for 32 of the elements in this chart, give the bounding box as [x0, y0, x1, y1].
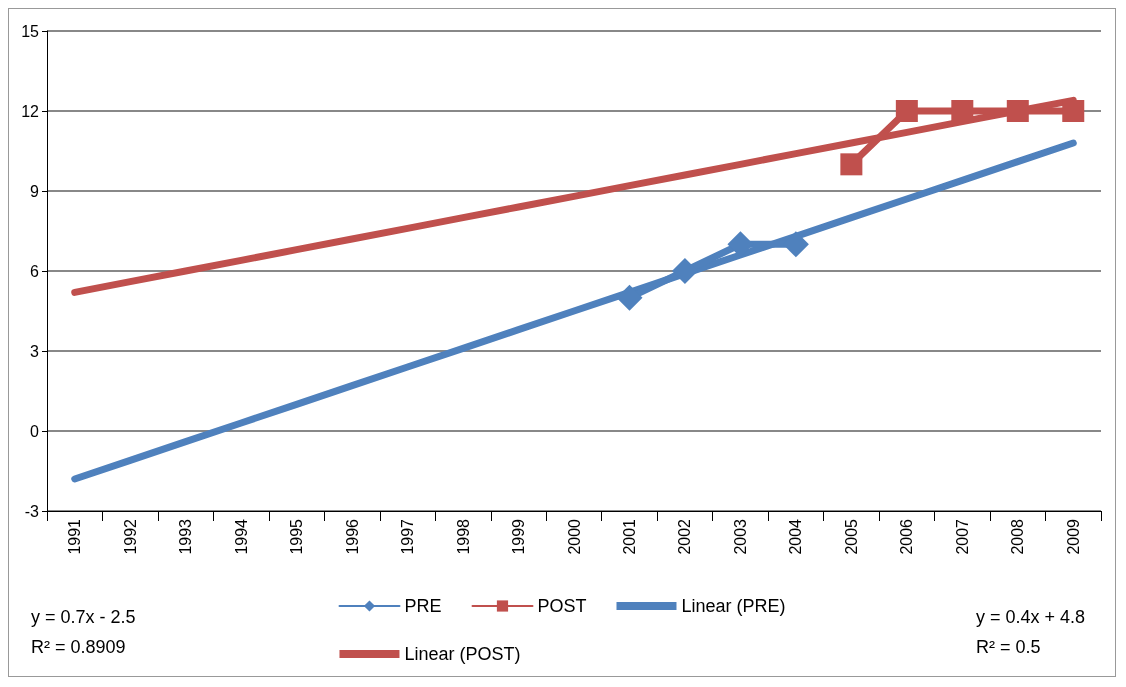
x-tick-label: 2002 [676, 518, 694, 555]
y-tick-label: 0 [30, 422, 40, 440]
x-tick-label: 2009 [1064, 518, 1082, 555]
y-tick-label: 15 [21, 22, 40, 40]
legend-label: POST [537, 596, 587, 616]
x-tick-label: 2000 [565, 518, 583, 555]
y-tick-label: 6 [30, 262, 40, 280]
text: y = 0.7x - 2.5 R² = 0.8909 [31, 607, 136, 657]
x-tick-label: 2001 [620, 518, 638, 555]
y-tick-label: 9 [30, 182, 40, 200]
x-tick-label: 1997 [399, 518, 417, 555]
x-tick-label: 2007 [953, 518, 971, 555]
x-tick-label: 2005 [842, 518, 860, 555]
text: y = 0.4x + 4.8 R² = 0.5 [975, 607, 1086, 657]
x-tick-label: 1994 [232, 518, 250, 555]
x-tick-label: 2003 [731, 518, 749, 555]
x-tick-label: 2006 [898, 518, 916, 555]
legend-label: Linear (POST) [404, 644, 521, 664]
legend-label: Linear (PRE) [681, 596, 786, 616]
x-tick-label: 1992 [121, 518, 139, 555]
legend-label: PRE [404, 596, 442, 616]
x-tick-label: 1995 [288, 518, 306, 555]
x-tick-label: 1996 [343, 518, 361, 555]
y-tick-label: 12 [21, 102, 40, 120]
x-tick-label: 1998 [454, 518, 472, 555]
x-tick-label: 1993 [177, 518, 195, 555]
x-tick-label: 1991 [66, 518, 84, 555]
y-tick-label: 3 [30, 342, 40, 360]
y-tick-label: -3 [24, 502, 40, 520]
x-tick-label: 1999 [510, 518, 528, 555]
x-tick-label: 2004 [787, 518, 805, 555]
x-tick-label: 2008 [1009, 518, 1027, 555]
